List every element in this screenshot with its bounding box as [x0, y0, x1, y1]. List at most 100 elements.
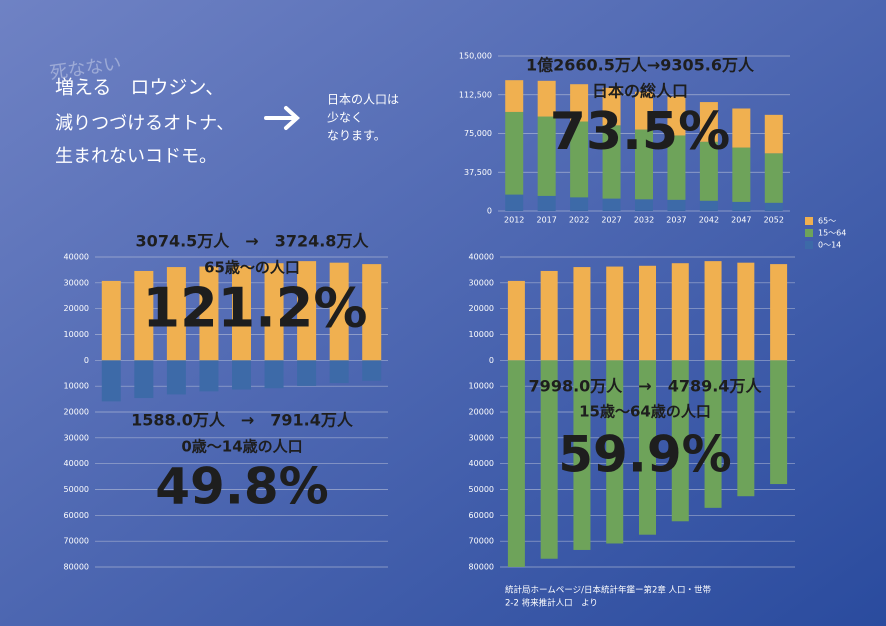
- note: なります。: [327, 129, 386, 143]
- bar: [764, 114, 783, 154]
- annotation: 73.5%: [550, 102, 730, 162]
- bar: [737, 360, 755, 497]
- bar: [570, 121, 589, 198]
- y-tick-label: 10000: [469, 330, 494, 339]
- y-tick-label: 20000: [469, 408, 494, 417]
- x-tick-label: 2047: [731, 216, 751, 225]
- x-tick-label: 2032: [634, 216, 654, 225]
- bar: [232, 360, 251, 390]
- y-tick-label: 0: [84, 356, 89, 365]
- bar: [362, 264, 382, 361]
- bar: [101, 360, 121, 402]
- y-tick-label: 0: [487, 207, 492, 216]
- bar: [570, 84, 589, 122]
- legend-swatch: [805, 217, 813, 225]
- bar: [570, 197, 589, 211]
- headline: 減りつづけるオトナ、: [55, 113, 234, 134]
- bar: [329, 262, 349, 361]
- bar: [166, 360, 186, 395]
- bar: [362, 360, 382, 381]
- bar: [639, 265, 656, 361]
- bar: [134, 270, 154, 361]
- bar: [606, 360, 624, 544]
- arrow: [264, 106, 300, 130]
- bar: [671, 263, 689, 361]
- bar: [699, 200, 718, 211]
- bar: [699, 102, 718, 142]
- y-tick-label: 150,000: [459, 52, 492, 61]
- y-tick-label: 20000: [469, 304, 494, 313]
- y-tick-label: 20000: [64, 304, 89, 313]
- note: 少なく: [327, 111, 363, 125]
- bar: [507, 360, 525, 567]
- x-tick-label: 2017: [536, 216, 556, 225]
- legend-label: 15～64: [818, 229, 846, 238]
- bar: [737, 262, 755, 361]
- bar: [505, 80, 524, 112]
- bar: [297, 360, 317, 386]
- x-tick-label: 2012: [504, 216, 524, 225]
- bar: [667, 135, 686, 200]
- y-tick-label: 80000: [64, 563, 89, 572]
- bar: [635, 91, 653, 130]
- bar: [505, 194, 524, 211]
- x-tick-label: 2052: [764, 216, 784, 225]
- note: 日本の人口は: [327, 93, 399, 107]
- y-tick-label: 75,000: [464, 129, 492, 138]
- annotation: 1億2660.5万人→9305.6万人: [526, 56, 755, 75]
- bar: [602, 125, 621, 199]
- annotation: 7998.0万人 → 4789.4万人: [529, 377, 763, 396]
- y-tick-label: 30000: [64, 433, 89, 442]
- bar: [770, 360, 788, 485]
- annotation: 121.2%: [143, 277, 368, 340]
- bar: [134, 360, 154, 399]
- bar: [540, 270, 558, 361]
- bar: [264, 360, 284, 389]
- y-tick-label: 40000: [469, 253, 494, 262]
- y-tick-label: 40000: [469, 459, 494, 468]
- annotation: 3074.5万人 → 3724.8万人: [136, 232, 370, 251]
- bar: [199, 266, 219, 361]
- bar: [573, 267, 591, 361]
- bar: [540, 360, 558, 559]
- y-tick-label: 70000: [469, 537, 494, 546]
- y-tick-label: 30000: [469, 433, 494, 442]
- annotation: 日本の総人口: [592, 82, 688, 101]
- y-tick-label: 50000: [64, 485, 89, 494]
- source: 2-2 将来推計人口 より: [505, 598, 598, 609]
- legend-swatch: [805, 229, 813, 237]
- bar: [699, 141, 718, 201]
- bar: [297, 261, 317, 361]
- bar: [764, 153, 783, 203]
- y-tick-label: 20000: [64, 408, 89, 417]
- bar: [507, 280, 525, 361]
- x-tick-label: 2022: [569, 216, 589, 225]
- headline: 増える ロウジン、: [55, 77, 224, 99]
- y-tick-label: 10000: [64, 330, 89, 339]
- annotation: 59.9%: [558, 426, 731, 484]
- x-tick-label: 2027: [601, 216, 621, 225]
- bar: [667, 199, 686, 211]
- y-tick-label: 37,500: [464, 168, 492, 177]
- bar: [635, 129, 653, 200]
- bar: [329, 360, 349, 384]
- bar: [537, 195, 556, 211]
- y-tick-label: 30000: [64, 278, 89, 287]
- bar: [635, 199, 653, 211]
- bar: [537, 116, 556, 196]
- legend-label: 65～: [818, 217, 836, 226]
- bar: [732, 201, 751, 211]
- y-tick-label: 60000: [469, 511, 494, 520]
- bar: [602, 198, 621, 211]
- bar: [770, 264, 788, 361]
- x-tick-label: 2037: [666, 216, 686, 225]
- annotation: 0歳～14歳の人口: [181, 438, 302, 456]
- y-tick-label: 30000: [469, 278, 494, 287]
- bar: [671, 360, 689, 522]
- annotation: 49.8%: [155, 458, 328, 516]
- bar: [732, 147, 751, 202]
- bar: [505, 111, 524, 195]
- y-tick-label: 50000: [469, 485, 494, 494]
- y-tick-label: 112,500: [459, 90, 492, 99]
- bar: [573, 360, 591, 550]
